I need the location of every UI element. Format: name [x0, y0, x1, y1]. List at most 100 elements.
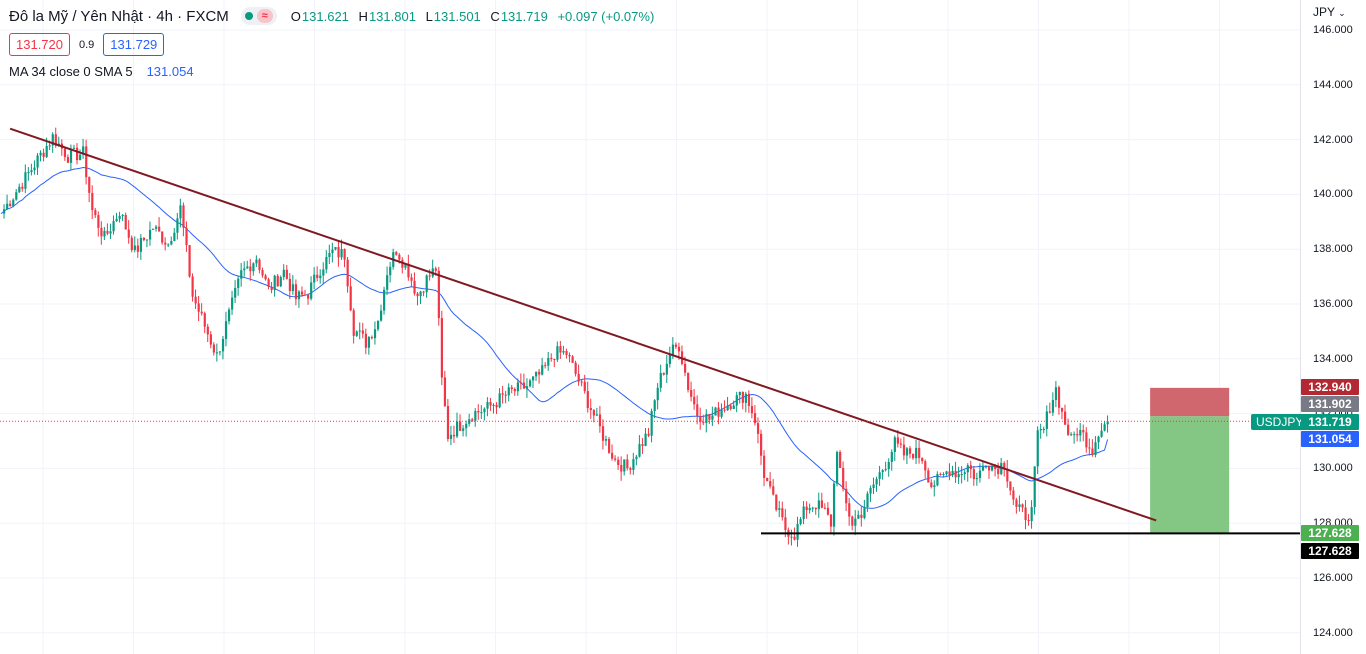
candle-body	[544, 365, 547, 367]
candle-body	[145, 239, 149, 241]
candle-body	[869, 488, 872, 494]
candle-body	[237, 278, 240, 288]
candle-body	[185, 227, 188, 246]
low-key: L	[425, 8, 433, 24]
candle-body	[775, 494, 778, 510]
market-status-pill[interactable]: ≈	[240, 7, 277, 25]
candle-body	[218, 351, 222, 353]
candle-body	[273, 275, 276, 290]
candle-body	[416, 293, 419, 297]
candle-body	[994, 465, 997, 470]
candle-body	[30, 170, 33, 173]
candle-body	[182, 205, 185, 228]
candle-body	[878, 472, 881, 479]
candle-body	[595, 414, 599, 416]
candle-body	[158, 226, 161, 232]
candle-body	[717, 407, 720, 417]
candle-body	[638, 444, 641, 457]
candle-body	[656, 387, 659, 401]
candle-body	[981, 466, 985, 471]
candle-body	[48, 145, 51, 147]
indicator-value: 131.054	[146, 64, 194, 79]
symbol-title[interactable]: Đô la Mỹ / Yên Nhật · 4h · FXCM	[9, 7, 229, 25]
sell-price-button[interactable]: 131.720	[9, 33, 70, 56]
candle-body	[948, 471, 951, 476]
candle-body	[27, 172, 30, 174]
candle-body	[440, 318, 443, 378]
candle-body	[249, 266, 252, 272]
candle-body	[76, 147, 79, 161]
candle-body	[677, 346, 681, 352]
candle-body	[297, 291, 301, 300]
candle-body	[741, 391, 744, 403]
candle-body	[559, 346, 562, 353]
candle-body	[446, 406, 450, 440]
candle-body	[72, 147, 76, 149]
candle-body	[851, 516, 854, 526]
candle-body	[79, 154, 82, 161]
ohlc-values: O131.621 H131.801 L131.501 C131.719 +0.0…	[291, 9, 661, 24]
candle-body	[325, 257, 328, 270]
candle-body	[881, 470, 884, 473]
candle-body	[103, 230, 106, 237]
chart-overlay	[0, 127, 1300, 535]
candle-body	[24, 172, 27, 189]
price-axis-tick: 130.000	[1313, 462, 1353, 475]
wave-icon: ≈	[256, 9, 273, 23]
candle-body	[744, 393, 747, 403]
candle-body	[674, 344, 678, 347]
candle-body	[164, 242, 167, 245]
price-axis-tick: 124.000	[1313, 626, 1353, 639]
chart-legend-title-row: Đô la Mỹ / Yên Nhật · 4h · FXCM ≈ O131.6…	[9, 7, 660, 25]
candle-body	[456, 421, 459, 437]
candle-body	[972, 469, 975, 480]
candle-body	[942, 473, 945, 475]
candle-body	[66, 157, 70, 163]
candle-body	[1094, 442, 1097, 455]
buy-price-button[interactable]: 131.729	[103, 33, 165, 56]
candle-body	[832, 483, 836, 527]
candle-body	[799, 519, 802, 524]
candle-body	[498, 393, 501, 408]
candle-body	[684, 363, 687, 373]
candle-body	[690, 389, 693, 397]
candle-body	[577, 373, 580, 382]
candle-body	[829, 514, 833, 527]
chevron-down-icon: ⌄	[1338, 8, 1346, 18]
candle-body	[240, 270, 243, 279]
candle-body	[1045, 411, 1048, 429]
currency-selector[interactable]: JPY ⌄	[1313, 5, 1346, 19]
indicator-legend-row[interactable]: MA 34 close 0 SMA 5 131.054	[9, 64, 194, 79]
candle-body	[808, 508, 811, 511]
candle-body	[94, 210, 97, 216]
candle-body	[574, 362, 577, 374]
candle-body	[629, 468, 632, 470]
candle-body	[908, 448, 912, 454]
candle-body	[6, 203, 9, 210]
candle-body	[525, 386, 529, 389]
position-zones	[1150, 387, 1230, 534]
candle-body	[267, 279, 270, 287]
candle-body	[671, 344, 675, 355]
candle-body	[826, 507, 830, 515]
candle-body	[200, 311, 203, 314]
candle-body	[635, 456, 638, 460]
candle-body	[693, 396, 696, 405]
candle-body	[975, 478, 979, 480]
indicator-label[interactable]: MA 34 close 0 SMA 5	[9, 64, 133, 79]
candle-body	[659, 373, 662, 388]
candle-body	[1015, 499, 1018, 507]
candle-body	[1070, 434, 1073, 436]
candle-body	[179, 205, 182, 219]
candle-body	[1021, 504, 1024, 508]
candle-body	[802, 506, 805, 520]
candle-body	[921, 457, 924, 462]
candle-body	[927, 470, 930, 483]
candle-body	[42, 152, 45, 157]
candle-body	[550, 357, 553, 360]
candle-body	[313, 274, 316, 283]
candle-body	[1051, 400, 1055, 413]
candle-body	[270, 286, 273, 290]
candle-body	[1103, 424, 1106, 431]
